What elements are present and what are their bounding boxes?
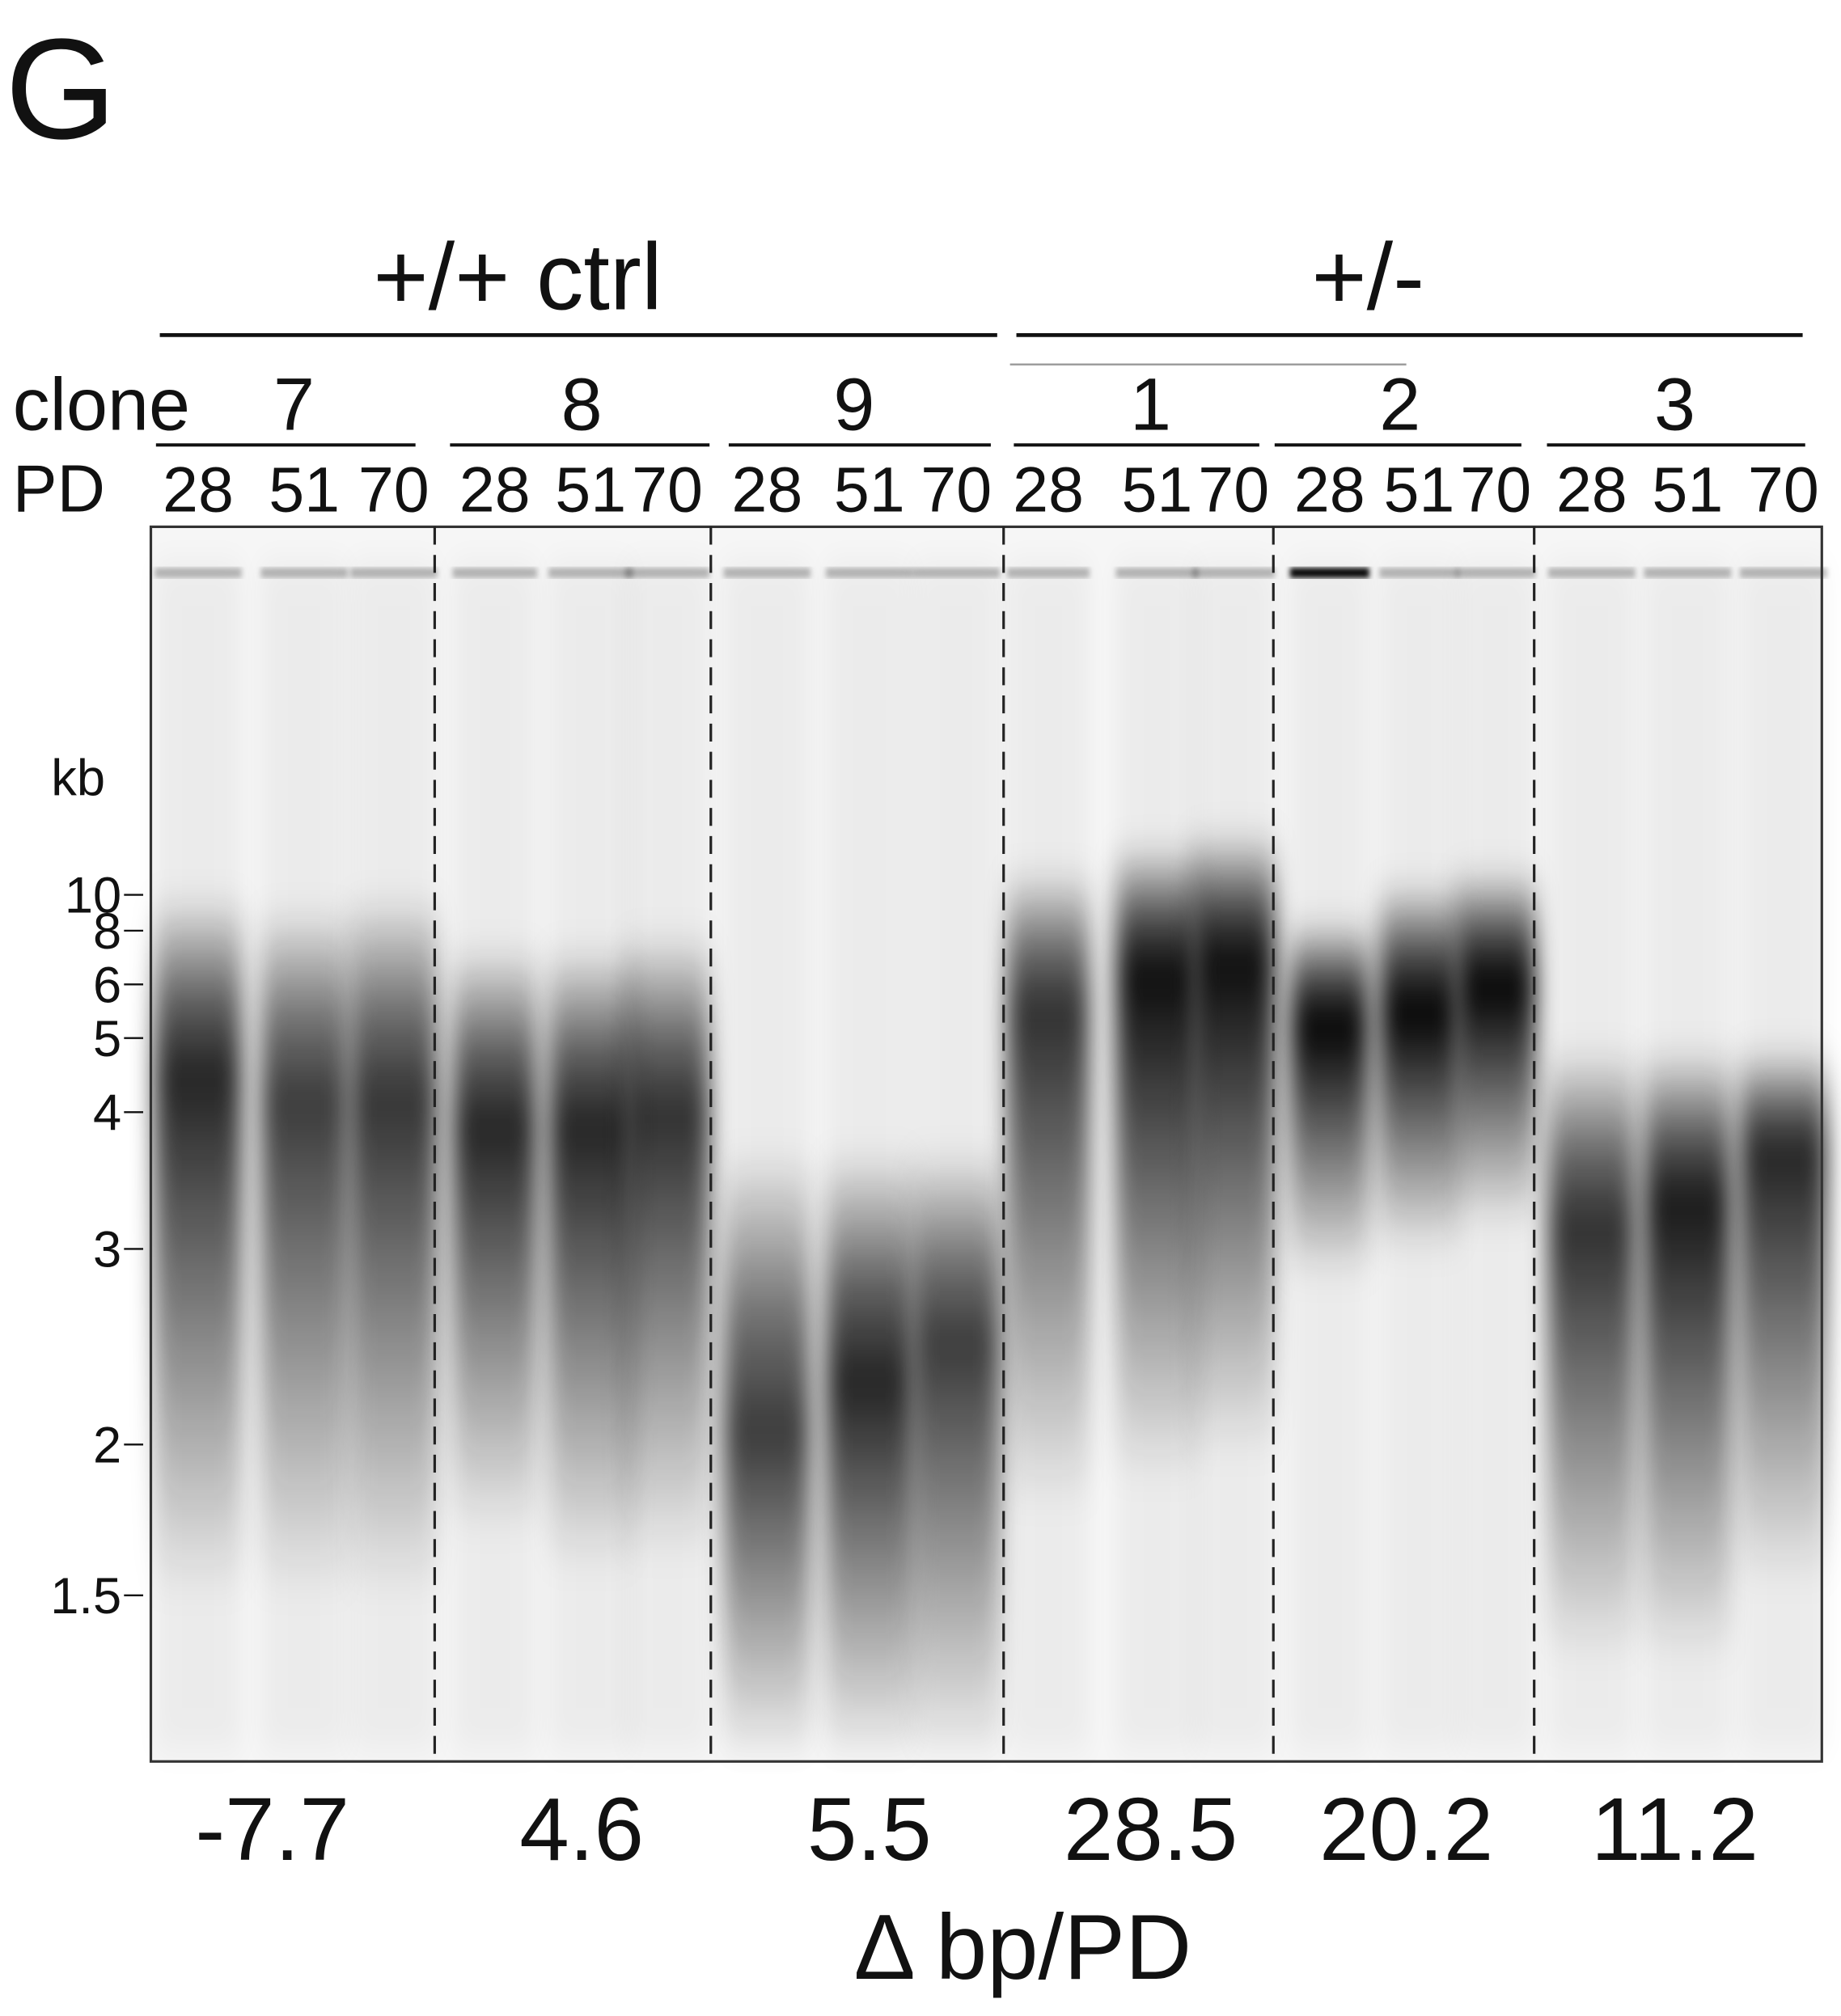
pd-value: 28 <box>731 453 802 525</box>
lane-haze <box>1379 562 1459 1752</box>
lane-haze <box>1740 562 1827 1752</box>
smears <box>154 562 1827 1752</box>
clone-name: 2 <box>1379 363 1420 446</box>
pd-value: 70 <box>1460 453 1531 525</box>
well <box>1548 567 1636 578</box>
well <box>154 567 242 578</box>
pd-value: 51 <box>1383 453 1454 525</box>
well <box>548 567 633 578</box>
well <box>1007 567 1090 578</box>
well <box>1740 567 1827 578</box>
size-marker: 8 <box>93 903 121 960</box>
delta-value: 28.5 <box>1064 1780 1238 1879</box>
pd-value: 51 <box>834 453 905 525</box>
group-label: +/- <box>1311 224 1424 330</box>
pd-label: PD <box>13 452 105 526</box>
lane-haze <box>1192 562 1276 1752</box>
lane-haze <box>826 562 913 1752</box>
pd-value: 28 <box>1294 453 1365 525</box>
group-label: +/+ ctrl <box>373 224 662 330</box>
pd-value: 70 <box>632 453 703 525</box>
delta-value: 11.2 <box>1591 1780 1758 1879</box>
lane-haze <box>1289 562 1369 1752</box>
well <box>452 567 537 578</box>
gel-border <box>149 525 1823 1763</box>
pd-value: 28 <box>163 453 234 525</box>
clone-name: 1 <box>1130 363 1171 446</box>
lane-haze <box>1115 562 1199 1752</box>
pd-value: 51 <box>555 453 626 525</box>
size-marker: 4 <box>93 1084 121 1141</box>
delta-value: 20.2 <box>1319 1780 1493 1879</box>
pd-value: 28 <box>1013 453 1084 525</box>
pd-value: 70 <box>1748 453 1819 525</box>
lane-haze <box>350 562 438 1752</box>
well <box>1379 567 1459 578</box>
clone-label: clone <box>13 363 190 446</box>
clone-name: 3 <box>1654 363 1695 446</box>
size-marker: 3 <box>93 1222 121 1278</box>
well <box>723 567 811 578</box>
size-marker: 5 <box>93 1011 121 1067</box>
pd-value: 51 <box>1652 453 1723 525</box>
lane-haze <box>1007 562 1090 1752</box>
lane-haze <box>1644 562 1732 1752</box>
clone-name: 9 <box>833 363 874 446</box>
size-marker: 2 <box>93 1417 121 1473</box>
pd-value: 70 <box>920 453 992 525</box>
lane-haze <box>260 562 348 1752</box>
lane-haze <box>723 562 811 1752</box>
pd-value: 28 <box>1556 453 1627 525</box>
well <box>1456 567 1536 578</box>
lane-haze <box>154 562 242 1752</box>
panel-label: G <box>5 9 116 169</box>
delta-value: 4.6 <box>519 1780 644 1879</box>
well <box>624 567 710 578</box>
x-label: Δ bp/PD <box>854 1896 1192 1999</box>
well <box>1115 567 1199 578</box>
lane-haze <box>548 562 633 1752</box>
delta-value: 5.5 <box>807 1780 932 1879</box>
lane-haze <box>1548 562 1636 1752</box>
pd-value: 51 <box>269 453 340 525</box>
pd-value: 70 <box>358 453 430 525</box>
well <box>826 567 913 578</box>
clone-name: 8 <box>561 363 603 446</box>
delta-value: -7.7 <box>195 1780 349 1879</box>
lane-haze <box>1456 562 1536 1752</box>
size-marker: 10 <box>65 868 121 924</box>
lane-haze <box>624 562 710 1752</box>
size-marker: 1.5 <box>50 1568 121 1625</box>
pd-value: 70 <box>1198 453 1269 525</box>
lane-haze <box>912 562 1000 1752</box>
well <box>260 567 348 578</box>
well <box>1192 567 1276 578</box>
pd-value: 28 <box>459 453 531 525</box>
size-marker: 6 <box>93 957 121 1013</box>
kb-label: kb <box>51 750 105 806</box>
lane-haze <box>452 562 537 1752</box>
well <box>350 567 438 578</box>
pd-value: 51 <box>1121 453 1192 525</box>
well <box>1644 567 1732 578</box>
clone-name: 7 <box>273 363 315 446</box>
well <box>1289 567 1369 578</box>
well <box>912 567 1000 578</box>
